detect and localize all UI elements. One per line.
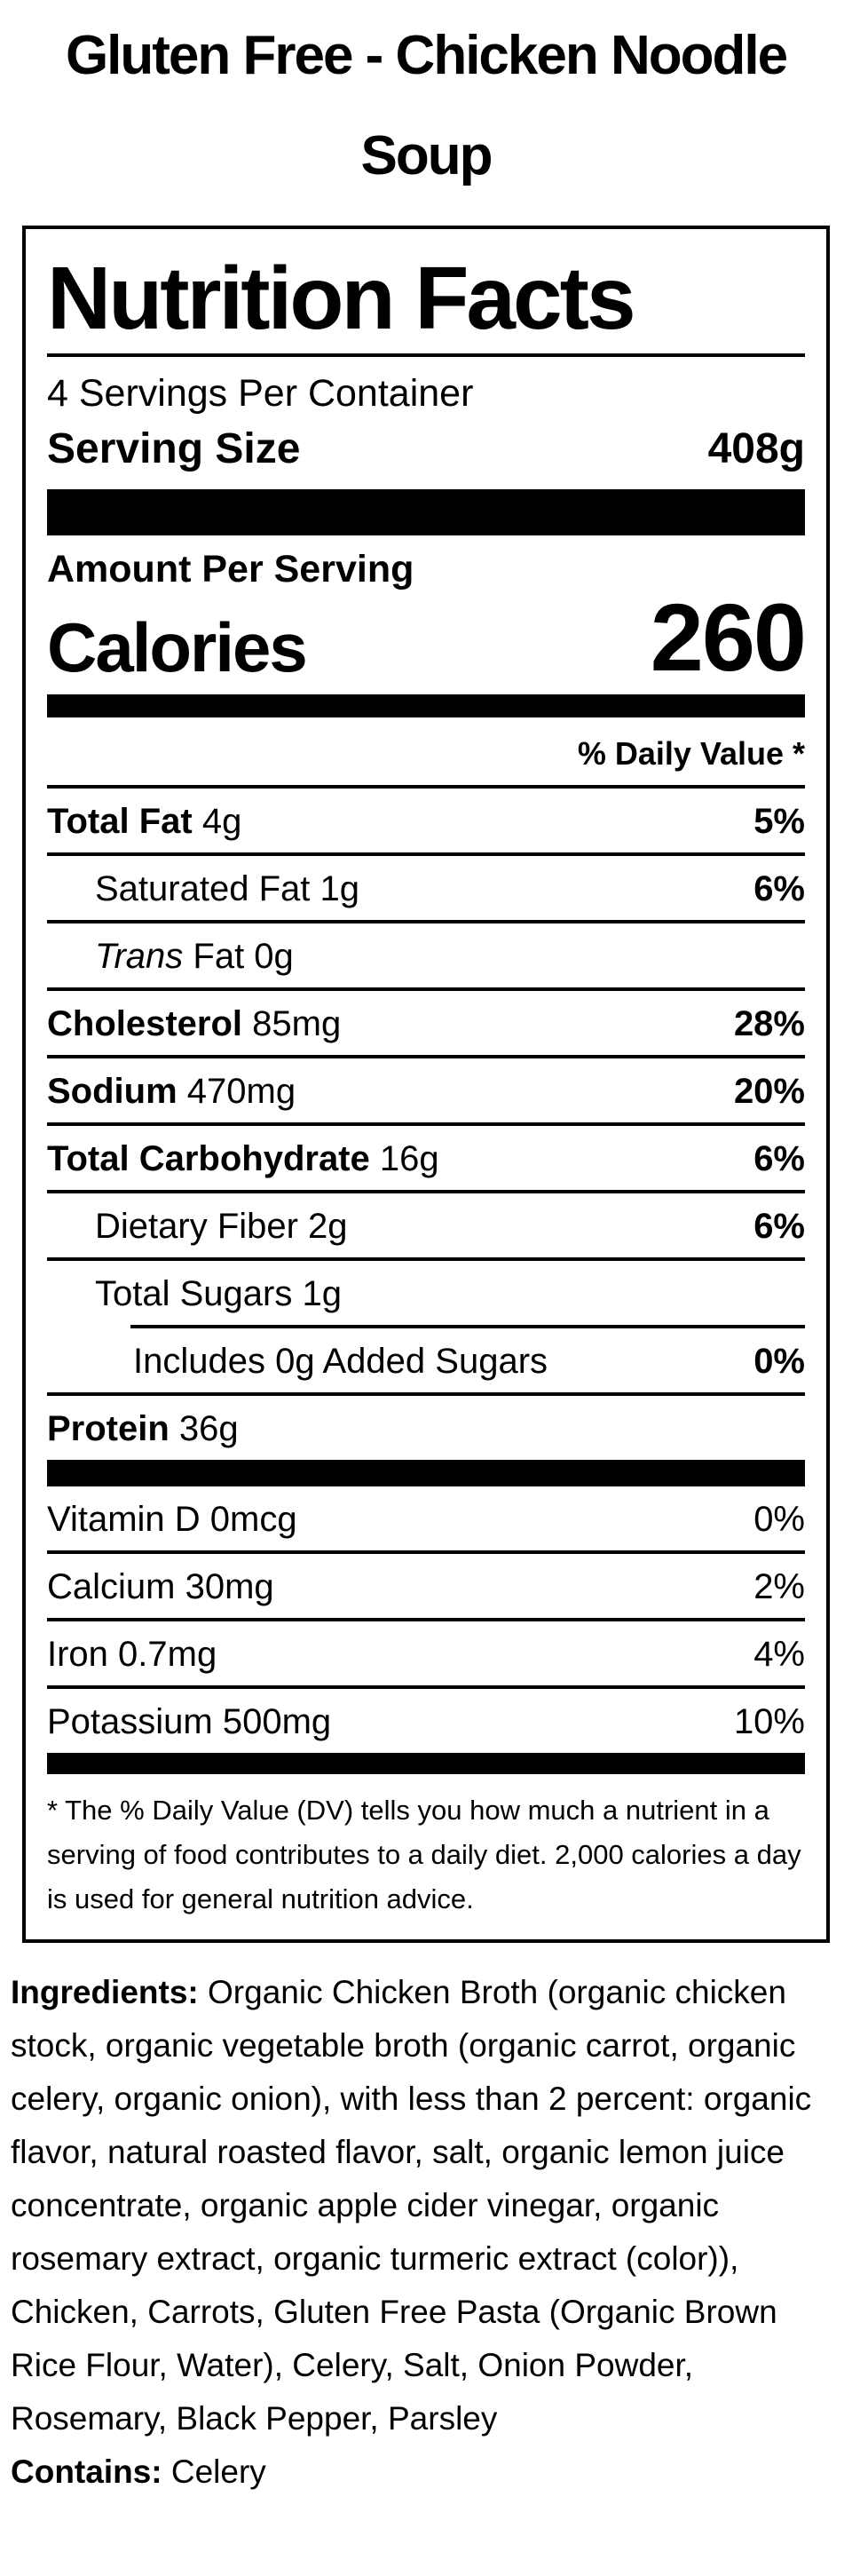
nutrient-name: Trans Fat 0g: [95, 936, 294, 976]
nutrient-name: Calcium 30mg: [47, 1566, 274, 1606]
nutrient-daily-value: 0%: [753, 1341, 805, 1381]
nutrient-row: Total Fat 4g 5%: [47, 789, 805, 852]
divider: [47, 1189, 805, 1193]
divider: [47, 1550, 805, 1554]
divider: [47, 1122, 805, 1126]
daily-value-footnote: * The % Daily Value (DV) tells you how m…: [47, 1794, 801, 1915]
thin-divider-bar: [47, 1752, 805, 1774]
serving-size-row: Serving Size 408g: [47, 424, 805, 473]
nutrient-daily-value: 10%: [733, 1701, 805, 1741]
divider: [47, 1391, 805, 1396]
nutrient-daily-value: 6%: [753, 1138, 805, 1178]
nutrient-row: Total Carbohydrate 16g 6%: [47, 1126, 805, 1190]
nutrient-name: Vitamin D 0mcg: [47, 1499, 297, 1539]
nutrient-daily-value: 6%: [753, 1206, 805, 1246]
divider: [47, 353, 805, 357]
nutrient-name: Iron 0.7mg: [47, 1634, 217, 1674]
divider: [47, 1256, 805, 1261]
nutrient-row: Sodium 470mg 20%: [47, 1058, 805, 1122]
nutrient-row: Total Sugars 1g: [47, 1261, 805, 1325]
thick-divider-bar: [47, 488, 805, 535]
serving-size-label: Serving Size: [47, 424, 301, 472]
nutrient-row: Saturated Fat 1g 6%: [47, 856, 805, 920]
nutrient-daily-value: 5%: [753, 801, 805, 841]
ingredients-paragraph: Ingredients: Organic Chicken Broth (orga…: [0, 1966, 852, 2445]
nutrition-facts-heading: Nutrition Facts: [47, 249, 636, 348]
nutrient-name: Potassium 500mg: [47, 1701, 332, 1741]
nutrient-daily-value: 2%: [753, 1566, 805, 1606]
ingredients-label: Ingredients:: [11, 1974, 199, 2011]
divider: [130, 1324, 805, 1328]
nutrient-row: Potassium 500mg 10%: [47, 1689, 805, 1753]
divider: [47, 852, 805, 856]
divider: [47, 1684, 805, 1689]
nutrient-name: Sodium 470mg: [47, 1071, 296, 1111]
nutrient-daily-value: 6%: [753, 868, 805, 908]
nutrient-row: Cholesterol 85mg 28%: [47, 991, 805, 1055]
nutrient-row: Iron 0.7mg 4%: [47, 1621, 805, 1685]
contains-paragraph: Contains: Celery: [0, 2445, 852, 2499]
nutrient-name: Total Carbohydrate 16g: [47, 1138, 439, 1178]
nutrient-row: Includes 0g Added Sugars 0%: [47, 1328, 805, 1392]
nutrient-row: Dietary Fiber 2g 6%: [47, 1193, 805, 1257]
calories-label: Calories: [47, 607, 308, 686]
divider: [47, 1054, 805, 1058]
contains-label: Contains:: [11, 2453, 162, 2491]
nutrient-row: Protein 36g: [47, 1396, 805, 1460]
contains-text: Celery: [162, 2453, 266, 2491]
medium-divider-bar: [47, 694, 805, 717]
nutrient-name: Cholesterol 85mg: [47, 1003, 342, 1043]
divider: [47, 919, 805, 923]
nutrient-row: Calcium 30mg 2%: [47, 1554, 805, 1618]
calories-value: 260: [650, 583, 807, 692]
divider: [47, 1617, 805, 1621]
calories-row: Calories 260: [47, 583, 807, 692]
servings-per-container: 4 Servings Per Container: [47, 372, 474, 415]
ingredients-text: Organic Chicken Broth (organic chicken s…: [11, 1974, 812, 2437]
nutrient-name: Includes 0g Added Sugars: [133, 1341, 548, 1381]
nutrient-daily-value: 4%: [753, 1634, 805, 1674]
nutrient-name: Dietary Fiber 2g: [95, 1206, 348, 1246]
nutrient-name: Saturated Fat 1g: [95, 868, 359, 908]
nutrient-daily-value: 20%: [733, 1071, 805, 1111]
medium-divider-bar: [47, 1459, 805, 1486]
page-title: Gluten Free - Chicken Noodle Soup: [65, 25, 788, 186]
nutrient-daily-value: 0%: [753, 1499, 805, 1539]
daily-value-header: % Daily Value *: [47, 717, 805, 789]
vitamin-rows: Vitamin D 0mcg 0% Calcium 30mg 2% Iron 0…: [47, 1486, 805, 1753]
nutrient-row: Trans Fat 0g: [47, 923, 805, 987]
nutrient-row: Vitamin D 0mcg 0%: [47, 1486, 805, 1550]
amount-per-serving-label: Amount Per Serving: [47, 547, 414, 590]
divider: [47, 987, 805, 991]
nutrient-name: Protein 36g: [47, 1408, 239, 1448]
nutrient-daily-value: 28%: [733, 1003, 805, 1043]
nutrient-rows: Total Fat 4g 5% Saturated Fat 1g 6% Tran…: [47, 789, 805, 1460]
serving-size-value: 408g: [707, 424, 805, 472]
nutrient-name: Total Sugars 1g: [95, 1273, 342, 1313]
nutrient-name: Total Fat 4g: [47, 801, 242, 841]
nutrition-facts-panel: Nutrition Facts 4 Servings Per Container…: [22, 226, 830, 1944]
